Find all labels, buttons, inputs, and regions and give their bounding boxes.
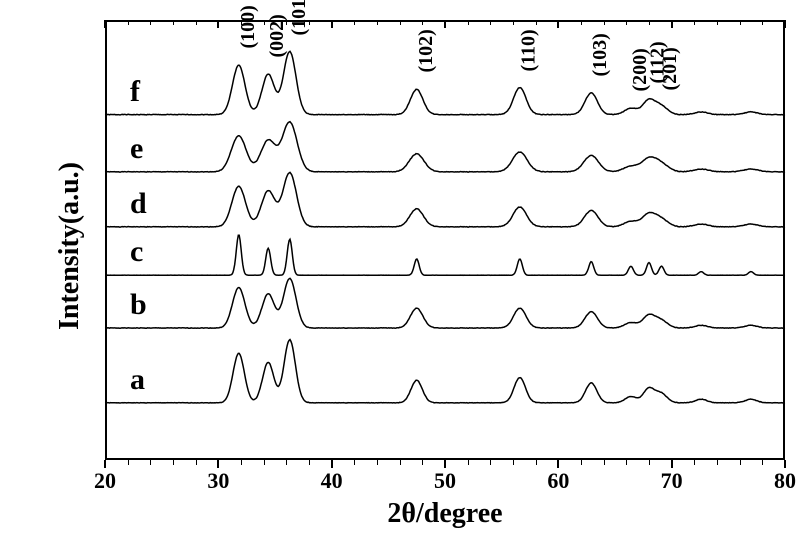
xrd-chart: Intensity(a.u.) 2θ/degree 20304050607080…	[0, 0, 800, 538]
trace-a	[0, 0, 800, 538]
